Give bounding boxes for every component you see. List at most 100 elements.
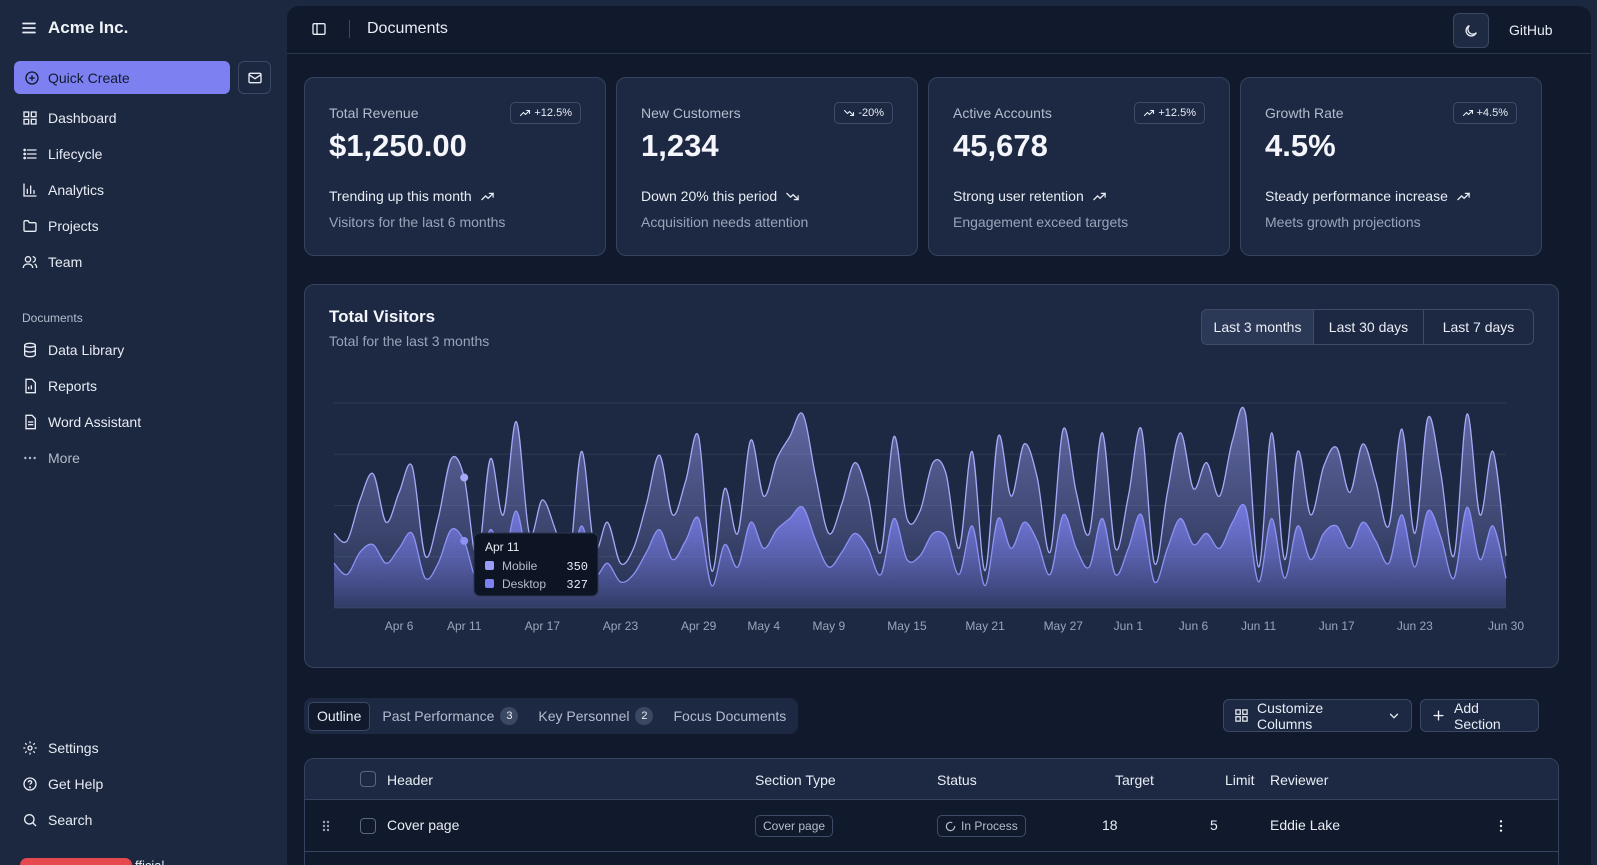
sidebar-item-more[interactable]: More — [14, 440, 272, 476]
trend-down-icon — [785, 189, 800, 204]
column-header[interactable]: Target — [1115, 772, 1154, 788]
sidebar-item-label: Analytics — [48, 182, 105, 198]
kpi-label: New Customers — [641, 105, 741, 121]
row-actions-icon[interactable] — [1493, 818, 1509, 834]
sidebar-toggle-icon[interactable] — [311, 21, 327, 37]
more-icon — [22, 450, 38, 466]
kpi-trend-text: Down 20% this period — [641, 188, 778, 204]
folder-icon — [22, 218, 38, 234]
row-header[interactable]: Cover page — [387, 817, 460, 833]
visitors-chart-card: Total Visitors Total for the last 3 mont… — [304, 284, 1559, 668]
user-name[interactable]: fficial — [135, 858, 164, 865]
primary-nav: Dashboard Lifecycle Analytics Projects T… — [14, 100, 272, 280]
chart-subtitle: Total for the last 3 months — [329, 333, 490, 349]
topbar: Documents GitHub — [287, 6, 1591, 54]
tab-label: Outline — [317, 708, 362, 724]
tooltip-series-value: 350 — [566, 560, 588, 574]
sections-table: Header Section Type Status Target Limit … — [304, 758, 1559, 865]
section-type-text: Cover page — [763, 819, 826, 833]
sidebar-item-data-library[interactable]: Data Library — [14, 332, 272, 368]
kpi-trend-text: Trending up this month — [329, 188, 472, 204]
sidebar-item-reports[interactable]: Reports — [14, 368, 272, 404]
range-last-3-months[interactable]: Last 3 months — [1202, 310, 1313, 344]
trend-up-icon — [1092, 189, 1107, 204]
kpi-card: New Customers -20% 1,234 Down 20% this p… — [616, 77, 918, 256]
x-tick-label: May 9 — [813, 619, 846, 633]
theme-toggle-button[interactable] — [1453, 13, 1489, 48]
select-all-checkbox[interactable] — [360, 771, 376, 787]
status-text: In Process — [961, 819, 1018, 833]
file-icon — [22, 414, 38, 430]
range-last-7-days[interactable]: Last 7 days — [1423, 310, 1533, 344]
limit-value[interactable]: 5 — [1210, 817, 1218, 833]
inbox-button[interactable] — [238, 61, 271, 94]
kpi-badge: +12.5% — [510, 102, 581, 124]
column-header[interactable]: Header — [387, 772, 433, 788]
reviewer-name[interactable]: Eddie Lake — [1270, 817, 1341, 833]
x-tick-label: Jun 30 — [1488, 619, 1524, 633]
tab-outline[interactable]: Outline — [308, 701, 371, 731]
sidebar-item-team[interactable]: Team — [14, 244, 272, 280]
main-panel: Documents GitHub Total Revenue +12.5% $1… — [287, 6, 1591, 865]
sidebar: Acme Inc. Quick Create Dashboard Lifecyc… — [0, 0, 287, 865]
sidebar-item-analytics[interactable]: Analytics — [14, 172, 272, 208]
sidebar-item-dashboard[interactable]: Dashboard — [14, 100, 272, 136]
tab-label: Key Personnel — [538, 708, 630, 724]
row-checkbox[interactable] — [360, 818, 376, 834]
add-section-button[interactable]: Add Section — [1420, 699, 1539, 732]
tab-key-personnel[interactable]: Key Personnel 2 — [530, 702, 661, 731]
tab-focus-documents[interactable]: Focus Documents — [665, 702, 794, 731]
github-link[interactable]: GitHub — [1509, 22, 1553, 38]
secondary-nav: Settings Get Help Search — [14, 730, 272, 838]
column-header[interactable]: Reviewer — [1270, 772, 1329, 788]
sidebar-item-label: More — [48, 450, 80, 466]
drag-handle-icon[interactable] — [321, 819, 331, 833]
range-last-30-days[interactable]: Last 30 days — [1313, 310, 1423, 344]
sidebar-item-lifecycle[interactable]: Lifecycle — [14, 136, 272, 172]
quick-create-button[interactable]: Quick Create — [14, 61, 230, 94]
kpi-trend: Steady performance increase — [1265, 188, 1471, 204]
documents-nav: Data Library Reports Word Assistant More — [14, 332, 272, 476]
sidebar-item-projects[interactable]: Projects — [14, 208, 272, 244]
sidebar-item-settings[interactable]: Settings — [14, 730, 272, 766]
trend-up-icon — [1462, 107, 1474, 119]
sidebar-item-search[interactable]: Search — [14, 802, 272, 838]
column-header[interactable]: Status — [937, 772, 977, 788]
column-header[interactable]: Section Type — [755, 772, 836, 788]
target-value[interactable]: 18 — [1102, 817, 1118, 833]
sidebar-item-label: Data Library — [48, 342, 125, 358]
x-tick-label: Jun 1 — [1114, 619, 1144, 633]
avatar[interactable] — [20, 858, 132, 865]
brand[interactable]: Acme Inc. — [20, 18, 128, 38]
mail-icon — [247, 70, 263, 86]
search-icon — [22, 812, 38, 828]
tooltip-desktop-swatch — [485, 579, 494, 588]
x-tick-label: Apr 23 — [603, 619, 639, 633]
sidebar-item-label: Settings — [48, 740, 99, 756]
sidebar-item-label: Lifecycle — [48, 146, 103, 162]
tab-count-badge: 2 — [635, 707, 654, 725]
tab-past-performance[interactable]: Past Performance 3 — [374, 702, 526, 731]
users-icon — [22, 254, 38, 270]
x-tick-label: Jun 6 — [1179, 619, 1209, 633]
add-section-label: Add Section — [1454, 699, 1501, 732]
kpi-value: 45,678 — [953, 128, 1048, 163]
column-header[interactable]: Limit — [1225, 772, 1255, 788]
sidebar-item-get-help[interactable]: Get Help — [14, 766, 272, 802]
kpi-badge: +4.5% — [1452, 102, 1517, 124]
customize-columns-button[interactable]: Customize Columns — [1223, 699, 1412, 732]
x-tick-label: Apr 17 — [525, 619, 561, 633]
tab-count-badge: 3 — [500, 707, 519, 725]
x-tick-label: Jun 11 — [1241, 619, 1276, 633]
table-header-row: Header Section Type Status Target Limit … — [305, 759, 1558, 800]
moon-icon — [1463, 23, 1479, 39]
visitors-area-chart[interactable]: Apr 6 Apr 11 Apr 17 Apr 23 Apr 29 May 4 May 9 M… — [305, 285, 1560, 669]
kpi-footnote: Meets growth projections — [1265, 214, 1421, 230]
kpi-card: Growth Rate +4.5% 4.5% Steady performanc… — [1240, 77, 1542, 256]
sidebar-item-word-assistant[interactable]: Word Assistant — [14, 404, 272, 440]
kpi-badge: +12.5% — [1134, 102, 1205, 124]
kpi-footnote: Engagement exceed targets — [953, 214, 1129, 230]
kpi-value: 4.5% — [1265, 128, 1336, 163]
kpi-label: Growth Rate — [1265, 105, 1344, 121]
documents-heading: Documents — [22, 311, 83, 325]
